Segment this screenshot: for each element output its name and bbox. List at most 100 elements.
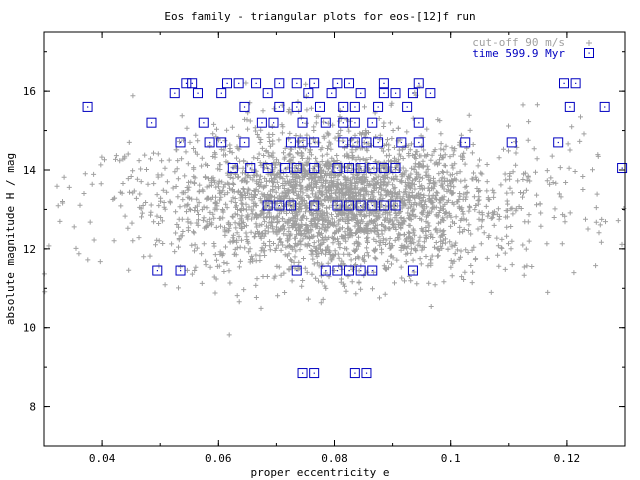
legend: cut-off 90 m/s time 599.9 Myr [472, 36, 594, 60]
blue-square-dot [261, 122, 263, 124]
blue-square-marker [390, 163, 401, 174]
blue-square-marker [291, 101, 302, 112]
blue-square-marker [309, 78, 320, 89]
y-axis-label: absolute magnitude H / mag [4, 153, 17, 325]
blue-square-dot [371, 270, 373, 272]
blue-square-dot [395, 92, 397, 94]
blue-square-marker [291, 163, 302, 174]
legend-square-shape [584, 48, 594, 58]
blue-square-point [332, 200, 343, 211]
blue-square-point [425, 88, 436, 99]
blue-square-point [291, 78, 302, 89]
blue-square-marker [146, 117, 157, 128]
blue-square-dot [191, 82, 193, 84]
blue-square-dot [331, 92, 333, 94]
blue-square-dot [197, 92, 199, 94]
blue-square-dot [412, 92, 414, 94]
blue-square-marker [570, 78, 581, 89]
blue-square-marker [216, 88, 227, 99]
blue-square-marker [367, 265, 378, 276]
blue-square-marker [303, 88, 314, 99]
blue-square-dot [87, 106, 89, 108]
blue-square-dot [296, 106, 298, 108]
blue-square-marker [407, 88, 418, 99]
blue-square-dot [278, 106, 281, 108]
blue-square-point [344, 265, 355, 276]
blue-square-point [239, 137, 250, 148]
blue-square-point [262, 200, 273, 211]
blue-square-dot [383, 92, 385, 94]
blue-square-dot [313, 204, 315, 207]
blue-square-point [326, 88, 337, 99]
blue-square-dot [185, 82, 188, 84]
blue-square-dot [290, 141, 292, 144]
blue-square-dot [342, 106, 344, 108]
blue-square-marker [413, 78, 424, 89]
blue-square-marker [344, 265, 355, 276]
blue-square-marker [239, 137, 250, 148]
blue-square-point [216, 88, 227, 99]
blue-square-point [332, 78, 343, 89]
blue-square-dot [429, 92, 432, 94]
blue-square-marker [355, 265, 366, 276]
blue-square-dot [365, 372, 368, 374]
blue-square-dot [354, 141, 356, 144]
blue-square-dot [180, 141, 182, 144]
blue-square-point [355, 163, 366, 174]
blue-square-marker [344, 163, 355, 174]
blue-square-point [274, 78, 285, 89]
blue-square-dot [249, 167, 251, 169]
blue-square-point [355, 265, 366, 276]
legend-marker-plus [586, 40, 592, 46]
blue-square-marker [216, 137, 227, 148]
blue-square-point [378, 78, 389, 89]
blue-square-marker [355, 88, 366, 99]
blue-square-marker [245, 163, 256, 174]
blue-square-marker [309, 137, 320, 148]
blue-square-point [367, 117, 378, 128]
blue-square-marker [396, 137, 407, 148]
blue-square-marker [378, 78, 389, 89]
blue-square-point [390, 200, 401, 211]
blue-square-point [309, 78, 320, 89]
blue-square-dot [354, 122, 356, 124]
blue-square-point [332, 265, 343, 276]
blue-square-point [373, 137, 384, 148]
chart-title: Eos family - triangular plots for eos-[1… [164, 10, 475, 23]
blue-square-marker [256, 117, 267, 128]
blue-square-dot [360, 92, 362, 94]
blue-square-marker [378, 200, 389, 211]
blue-square-dot [348, 204, 350, 207]
blue-square-dot [569, 106, 571, 108]
blue-square-marker [332, 265, 343, 276]
blue-square-marker [82, 101, 93, 112]
blue-square-marker [285, 200, 296, 211]
blue-square-marker [198, 117, 209, 128]
blue-square-point [227, 163, 238, 174]
blue-square-marker [332, 163, 343, 174]
blue-square-point [198, 117, 209, 128]
blue-square-marker [402, 101, 413, 112]
blue-square-dot [243, 141, 246, 144]
blue-square-point [355, 200, 366, 211]
y-tick-label: 14 [23, 164, 37, 177]
blue-square-marker [233, 78, 244, 89]
blue-square-dot [348, 167, 350, 169]
blue-square-point [373, 101, 384, 112]
blue-square-marker [204, 137, 215, 148]
blue-square-marker [355, 163, 366, 174]
blue-square-marker [373, 101, 384, 112]
blue-square-point [349, 137, 360, 148]
blue-square-point [390, 88, 401, 99]
blue-square-point [344, 163, 355, 174]
blue-square-dot [156, 270, 158, 272]
blue-square-dot [296, 167, 298, 169]
blue-square-point [378, 163, 389, 174]
blue-square-point [245, 163, 256, 174]
blue-square-point [268, 117, 279, 128]
blue-square-point [558, 78, 569, 89]
y-tick-label: 16 [23, 85, 36, 98]
blue-square-point [262, 163, 273, 174]
blue-square-marker [192, 88, 203, 99]
legend-label-cutoff: cut-off 90 m/s [472, 36, 565, 49]
